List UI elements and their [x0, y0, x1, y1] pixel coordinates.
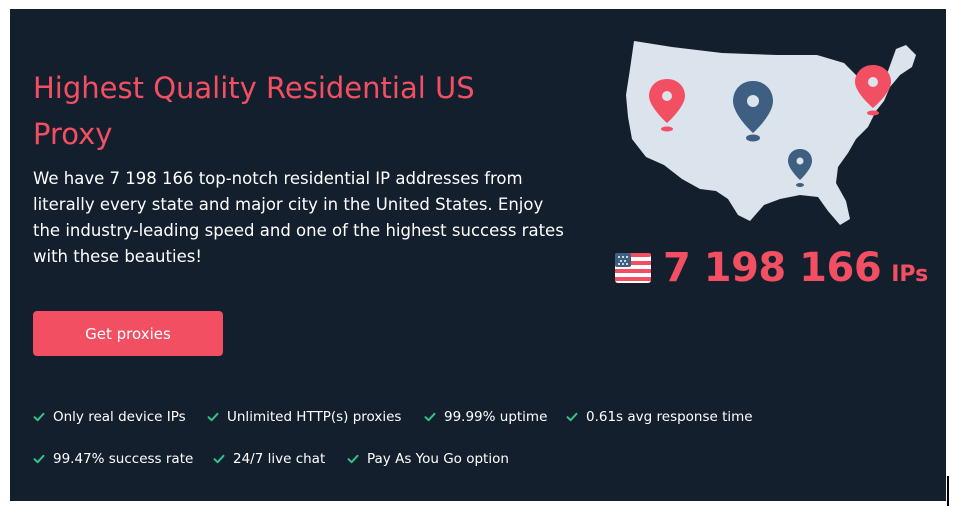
- feature-item: Pay As You Go option: [347, 451, 509, 467]
- hero-card: Highest Quality Residential US Proxy We …: [10, 9, 946, 501]
- text-cursor: [947, 476, 949, 506]
- feature-label: Unlimited HTTP(s) proxies: [227, 409, 402, 425]
- check-icon: [424, 412, 436, 422]
- location-pin-icon: [855, 65, 891, 116]
- feature-label: 99.47% success rate: [53, 451, 194, 467]
- feature-label: 99.99% uptime: [444, 409, 548, 425]
- feature-item: 99.47% success rate: [33, 451, 193, 467]
- check-icon: [347, 454, 359, 464]
- feature-label: 24/7 live chat: [233, 451, 326, 467]
- check-icon: [33, 454, 45, 464]
- get-proxies-button[interactable]: Get proxies: [33, 311, 223, 356]
- check-icon: [207, 412, 219, 422]
- hero-title: Highest Quality Residential US Proxy: [33, 71, 475, 151]
- check-icon: [213, 454, 225, 464]
- feature-item: 24/7 live chat: [213, 451, 325, 467]
- feature-label: Pay As You Go option: [367, 451, 509, 467]
- feature-item: 99.99% uptime: [424, 409, 547, 425]
- check-icon: [33, 412, 45, 422]
- hero-description: We have 7 198 166 top-notch residential …: [33, 169, 564, 266]
- us-map-icon: [626, 41, 916, 225]
- feature-item: Only real device IPs: [33, 409, 186, 425]
- us-flag-icon: [615, 253, 651, 283]
- feature-label: 0.61s avg response time: [586, 409, 753, 425]
- feature-item: Unlimited HTTP(s) proxies: [207, 409, 401, 425]
- ip-counter: 7 198 166 IPs: [615, 245, 928, 291]
- location-pin-icon: [733, 81, 773, 142]
- ip-count-value: 7 198 166: [663, 245, 882, 291]
- feature-item: 0.61s avg response time: [566, 409, 753, 425]
- location-pin-icon: [649, 79, 685, 132]
- check-icon: [566, 412, 578, 422]
- location-pin-icon: [788, 149, 812, 187]
- ip-count-unit: IPs: [891, 262, 929, 287]
- feature-label: Only real device IPs: [53, 409, 186, 425]
